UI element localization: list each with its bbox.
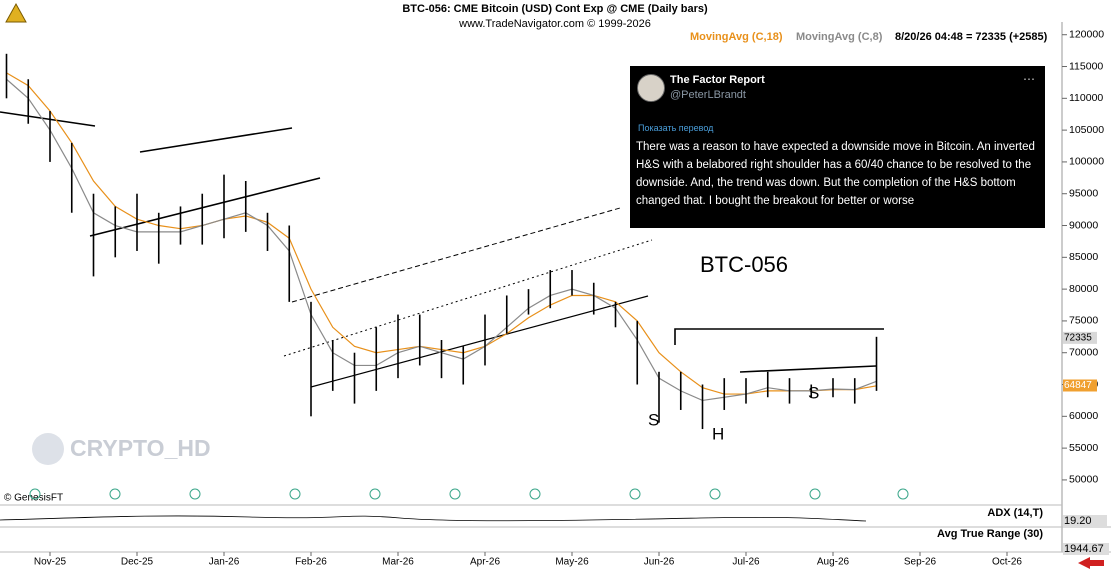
tweet-menu[interactable]: ⋯ [1023, 72, 1035, 86]
y-tick-label: 120000 [1069, 29, 1104, 41]
x-tick-label: Dec-25 [121, 557, 154, 568]
last-quote: 8/20/26 04:48 = 72335 (+2585) [895, 31, 1048, 43]
tweet-name: The Factor Report [670, 74, 765, 86]
tweet: The Factor Report @PeterLBrandt ⋯ Показа… [630, 66, 1045, 228]
annotation: S [648, 410, 659, 429]
legend-entry: MovingAvg (C,8) [796, 31, 883, 43]
x-tick-label: Feb-26 [295, 557, 327, 568]
indicator-name: ADX (14,T) [987, 507, 1043, 519]
y-tick-label: 85000 [1069, 251, 1098, 263]
x-tick-label: Jan-26 [209, 557, 240, 568]
x-tick-label: Apr-26 [470, 557, 500, 568]
y-tick-label: 115000 [1069, 60, 1103, 72]
price-badge [1063, 379, 1097, 392]
annotation: BTC-056 [700, 252, 788, 277]
x-tick-label: Jul-26 [732, 557, 760, 568]
indicator-badge [1063, 543, 1109, 555]
x-tick-label: Nov-25 [34, 557, 67, 568]
indicator-value: 19.20 [1064, 515, 1092, 527]
legend-entry: MovingAvg (C,18) [690, 31, 783, 43]
y-tick-label: 90000 [1069, 219, 1098, 231]
y-tick-label: 60000 [1069, 410, 1098, 422]
avatar [637, 74, 665, 102]
y-tick-label: 50000 [1069, 474, 1098, 486]
x-tick-label: Jun-26 [644, 557, 675, 568]
watermark: CRYPTO_HD [70, 435, 211, 461]
indicator-value: 1944.67 [1064, 543, 1104, 555]
price-label: 64847 [1064, 380, 1092, 391]
y-tick-label: 55000 [1069, 442, 1098, 454]
y-tick-label: 80000 [1069, 283, 1098, 295]
tweet-text: There was a reason to have expected a do… [636, 141, 1035, 207]
annotation: H [712, 424, 724, 443]
logo [5, 2, 27, 23]
y-tick-label: 110000 [1069, 92, 1103, 104]
indicator-name: Avg True Range (30) [937, 528, 1043, 540]
x-tick-label: Oct-26 [992, 557, 1022, 568]
watermark-icon [32, 433, 64, 465]
annotation: S [808, 383, 819, 402]
trendlines [0, 111, 884, 388]
copyright: © GenesisFT [4, 493, 63, 504]
y-tick-label: 95000 [1069, 188, 1098, 200]
y-tick-label: 100000 [1069, 156, 1104, 168]
x-tick-label: Mar-26 [382, 557, 414, 568]
x-tick-label: Aug-26 [817, 557, 850, 568]
price-badge [1063, 331, 1097, 344]
y-tick-label: 75000 [1069, 315, 1098, 327]
translate-link[interactable]: Показать перевод [638, 123, 714, 133]
chart-title: BTC-056: CME Bitcoin (USD) Cont Exp @ CM… [402, 3, 708, 15]
scroll-arrow[interactable] [1078, 557, 1104, 569]
tweet-handle: @PeterLBrandt [670, 89, 746, 101]
x-tick-label: Sep-26 [904, 557, 937, 568]
adx-line [0, 515, 867, 522]
event-icons [29, 488, 909, 500]
y-tick-label: 105000 [1069, 124, 1104, 136]
x-tick-label: May-26 [555, 557, 589, 568]
indicator-badge [1063, 515, 1107, 527]
y-tick-label: 70000 [1069, 347, 1098, 359]
chart-subtitle: www.TradeNavigator.com © 1999-2026 [458, 18, 651, 30]
price-label: 72335 [1064, 333, 1092, 344]
